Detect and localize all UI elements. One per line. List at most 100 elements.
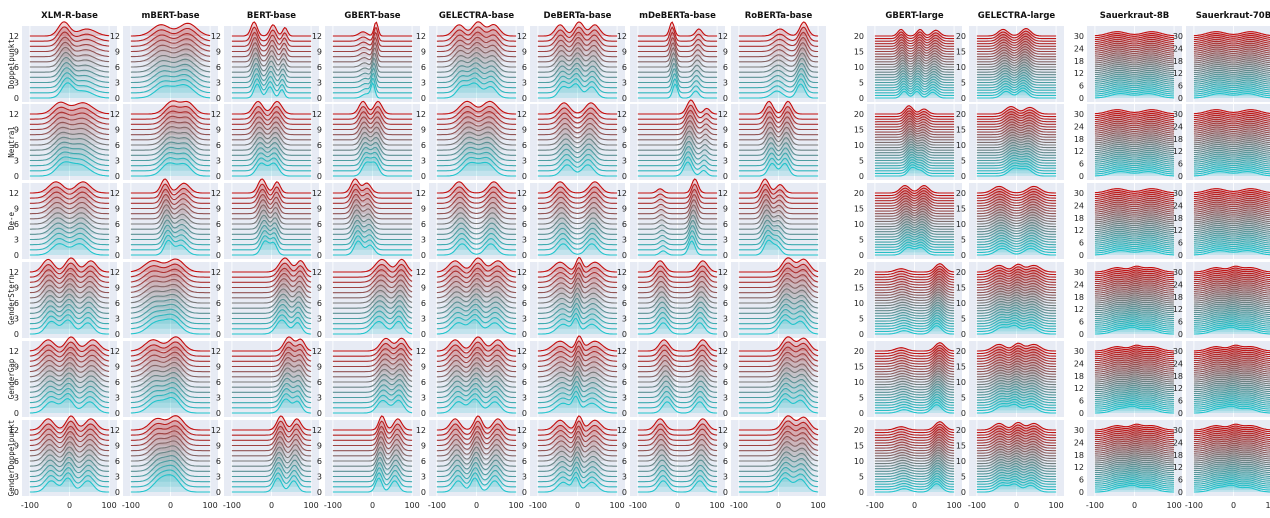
ridge-line	[637, 311, 718, 325]
ridge-line	[874, 276, 955, 286]
ridge-line	[1193, 302, 1270, 310]
ridge-line	[738, 430, 819, 447]
ridge-fill	[537, 102, 618, 114]
ridge-fill	[874, 292, 955, 301]
ridge-fill	[1193, 51, 1270, 56]
ridge-line	[231, 194, 312, 210]
ridge-line	[537, 277, 618, 294]
ridge-fill	[537, 187, 618, 199]
ridge-line	[1193, 475, 1270, 483]
ridge-fill	[976, 194, 1057, 201]
ridge-fill	[637, 27, 718, 42]
y-tick-label: 0	[216, 488, 221, 497]
ridge-line	[332, 111, 413, 125]
ridge-line	[1193, 69, 1270, 76]
ridge-line	[537, 445, 618, 462]
ridge-line	[1094, 188, 1175, 194]
y-tick-label: 12	[312, 32, 322, 41]
ridge-fill	[231, 53, 312, 67]
ridge-line	[29, 319, 110, 335]
ridge-fill	[976, 31, 1057, 39]
ridge-fill	[130, 189, 211, 204]
ridge-line	[976, 206, 1057, 215]
ridge-line	[874, 365, 955, 375]
ridge-line	[130, 445, 211, 462]
ridge-line	[1193, 384, 1270, 393]
ridge-line	[1193, 159, 1270, 165]
ridge-line	[130, 136, 211, 151]
ridge-line	[637, 199, 718, 215]
ridge-line	[1094, 307, 1175, 316]
ridge-line	[332, 436, 413, 452]
ridge-line	[130, 268, 211, 283]
ridge-line	[637, 183, 718, 199]
ridge-fill	[1094, 202, 1175, 207]
ridge-line	[537, 355, 618, 373]
ridge-line	[130, 377, 211, 393]
ridge-line	[976, 136, 1057, 146]
ridge-fill	[1193, 132, 1270, 138]
ridge-line	[874, 467, 955, 478]
y-tick-label: 12	[617, 347, 627, 356]
ridge-line	[436, 441, 517, 457]
ridge-line	[1193, 482, 1270, 491]
y-tick-label: 3	[723, 394, 728, 403]
ridge-fill	[231, 47, 312, 62]
ridge-line	[537, 117, 618, 131]
ridge-line	[231, 351, 312, 368]
ridge-fill	[874, 284, 955, 293]
ridge-line	[738, 341, 819, 357]
ridge-fill	[130, 64, 211, 78]
ridge-line	[1094, 120, 1175, 126]
ridge-fill	[1094, 115, 1175, 120]
ridge-fill	[29, 207, 110, 219]
y-tick-label: 12	[1173, 305, 1183, 314]
y-tick-label: 10	[854, 299, 864, 308]
ridge-fill	[537, 108, 618, 120]
ridge-fill	[637, 396, 718, 408]
ridge-line	[738, 105, 819, 120]
ridge-line	[874, 148, 955, 159]
ridge-line	[1094, 303, 1175, 312]
ridge-fill	[637, 125, 718, 140]
ridge-fill	[1094, 39, 1175, 44]
ridge-line	[436, 398, 517, 414]
ridge-line	[332, 183, 413, 199]
ridge-line	[130, 183, 211, 199]
ridge-line	[1094, 388, 1175, 397]
ridge-line	[1094, 67, 1175, 74]
ridge-line	[738, 116, 819, 131]
ridge-line	[436, 346, 517, 362]
y-tick-label: 6	[216, 378, 221, 387]
ridge-line	[738, 351, 819, 368]
ridge-line	[874, 133, 955, 143]
ridge-line	[436, 262, 517, 278]
ridge-line	[231, 367, 312, 383]
y-tick-label: 12	[110, 426, 120, 435]
y-tick-label: 12	[416, 347, 426, 356]
ridge-fill	[1094, 35, 1175, 40]
ridge-line	[874, 118, 955, 128]
ridge-line	[29, 351, 110, 367]
ridge-line	[1193, 322, 1270, 331]
y-tick-label: 24	[1074, 280, 1084, 289]
ridge-fill	[332, 220, 413, 235]
ridge-fill	[874, 239, 955, 248]
y-tick-label: 6	[421, 141, 426, 150]
y-tick-label: 5	[961, 157, 966, 166]
ridge-line	[332, 36, 413, 53]
ridge-line	[976, 368, 1057, 378]
ridge-fill	[738, 336, 819, 351]
ridge-line	[1094, 377, 1175, 385]
ridge-fill	[874, 289, 955, 298]
y-tick-label: 0	[859, 172, 864, 181]
ridge-line	[874, 342, 955, 352]
ridge-fill	[436, 357, 517, 372]
ridge-line	[231, 21, 312, 37]
ridge-fill	[1193, 121, 1270, 126]
ridge-line	[1094, 60, 1175, 66]
ridge-line	[1094, 42, 1175, 48]
